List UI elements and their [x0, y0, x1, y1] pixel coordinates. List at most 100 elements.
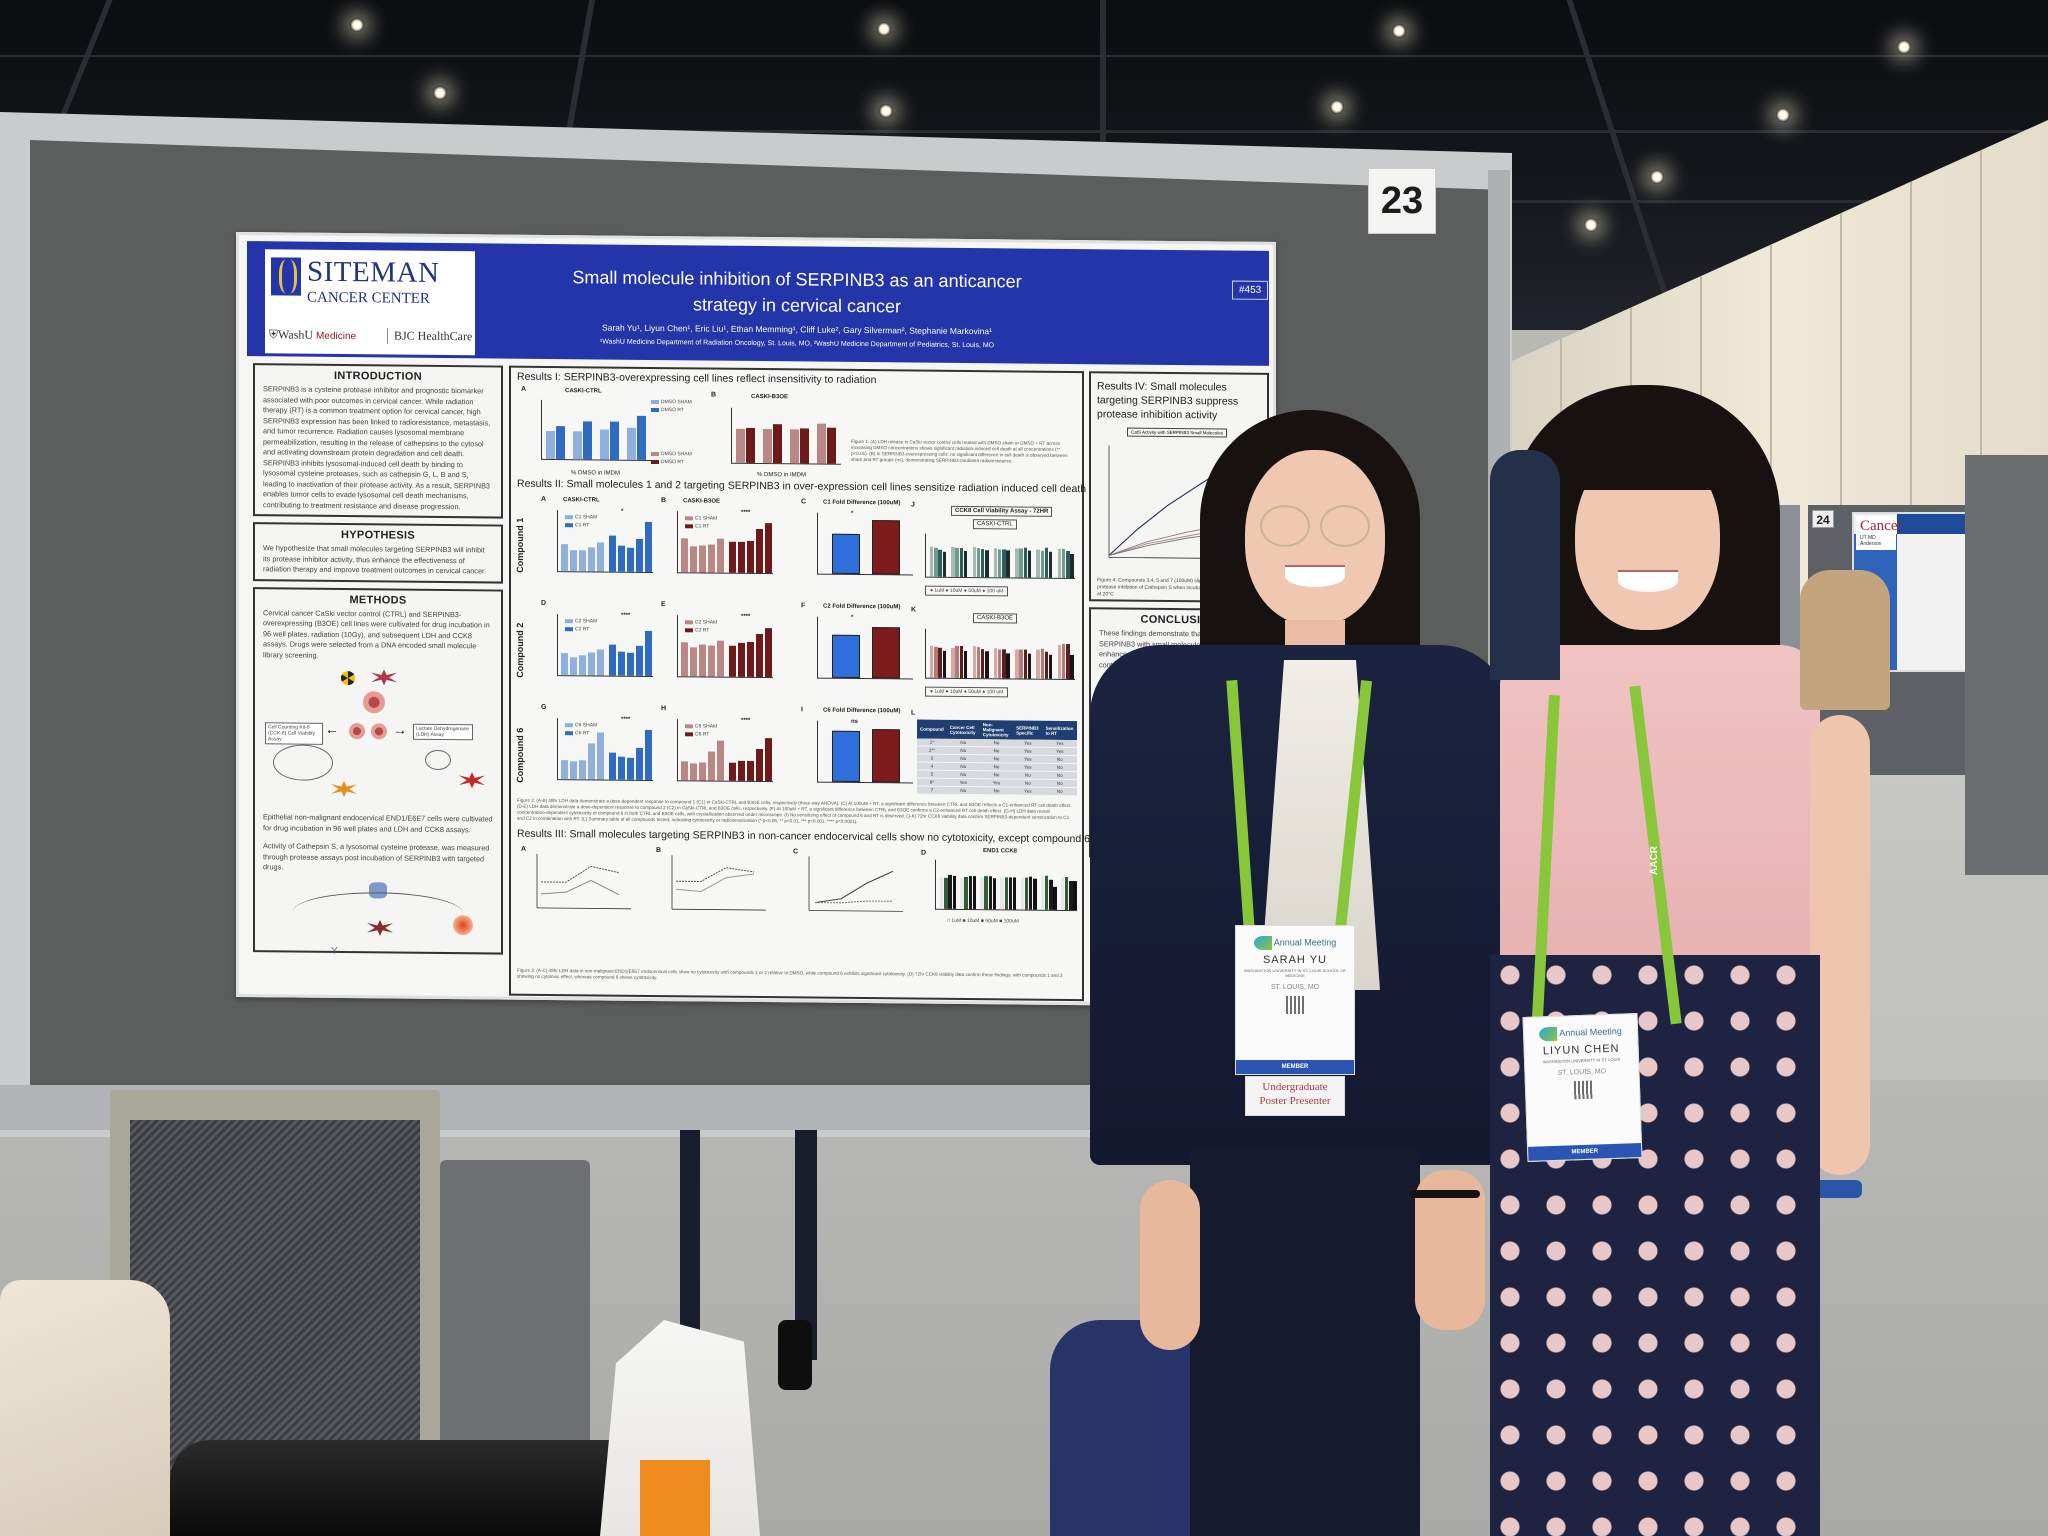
qr-code	[1573, 1080, 1592, 1100]
ceiling-beam	[0, 130, 2048, 133]
protease-assay-diagram: Y	[263, 879, 493, 961]
ceiling-light	[1392, 24, 1406, 38]
navy-trousers	[1190, 1150, 1420, 1536]
poster-results-column: Results I: SERPINB3-overexpressing cell …	[509, 365, 1090, 1002]
chart-r2k: K CASKI-B3OE ● 1uM ● 10uM ● 50uM ● 100 u…	[911, 606, 1081, 703]
name-badge: Annual Meeting SARAH YU WASHINGTON UNIVE…	[1235, 925, 1355, 1075]
ceiling-light	[1897, 40, 1911, 54]
chart-r1a-legend: DMSO SHAM DMSO RT DMSO SHAM DMSO RT	[651, 399, 711, 465]
figure2-caption: Figure 2: (A-B) 48hr LDH data demonstrat…	[517, 797, 1072, 824]
ceiling-light	[879, 104, 893, 118]
badge-name: SARAH YU	[1262, 954, 1328, 966]
line-chart-c1	[536, 853, 631, 910]
poster-title: Small molecule inhibition of SERPINB3 as…	[572, 267, 1022, 317]
antibody-icon: Y	[331, 945, 338, 957]
dna-icon	[271, 257, 301, 296]
ceiling-light	[877, 22, 891, 36]
radiation-icon	[341, 671, 355, 686]
chart-r2j: J CCK8 Cell Viability Assay - 72HR CASKI…	[911, 501, 1081, 598]
background-board-number: 24	[1812, 510, 1834, 528]
chart-r2e: E C2 SHAM C2 RT ****	[661, 601, 776, 697]
qr-code	[1286, 996, 1304, 1014]
chart-r2f: F C2 Fold Difference (100uM) *	[801, 602, 916, 698]
ceiling-light	[1650, 170, 1664, 184]
arm	[1810, 715, 1870, 1175]
lanyard-text: AACR	[1648, 846, 1660, 875]
methods-section: METHODS Cervical cancer CaSki vector con…	[253, 586, 503, 956]
hypothesis-section: HYPOTHESIS We hypothesize that small mol…	[253, 522, 503, 584]
glasses	[1260, 505, 1310, 547]
tote-bag	[600, 1320, 760, 1536]
beige-jacket	[0, 1280, 170, 1536]
washu-logo: ⛨WashU Medicine	[269, 327, 357, 343]
row-label-compound1: Compound 1	[515, 517, 525, 573]
row-label-compound6: Compound 6	[515, 727, 525, 783]
results2-heading: Results II: Small molecules 1 and 2 targ…	[517, 477, 1087, 496]
ceiling-light	[1584, 218, 1598, 232]
cell-icon	[363, 691, 385, 714]
chart-r2h: H C6 SHAM C6 RT ****	[661, 705, 776, 801]
poster-left-column: INTRODUCTION SERPINB3 is a cysteine prot…	[253, 363, 503, 960]
chart-r2g: G C6 SHAM C6 RT ****	[541, 704, 656, 800]
abstract-number: #453	[1232, 280, 1269, 300]
results3-heading: Results III: Small molecules targeting S…	[517, 827, 1090, 846]
assay-cycle	[273, 744, 333, 781]
glasses	[1320, 505, 1370, 547]
ceiling-light	[433, 86, 447, 100]
introduction-section: INTRODUCTION SERPINB3 is a cysteine prot…	[253, 363, 503, 519]
navy-backpack	[1050, 1320, 1210, 1536]
assay-cycle	[425, 749, 451, 771]
ceiling-truss	[1566, 0, 1680, 330]
chart-r3b: B	[656, 847, 776, 923]
serpinb3-protein-icon	[371, 669, 397, 685]
bjc-logo: BJC HealthCare	[387, 328, 473, 345]
bystander-shoe	[778, 1320, 812, 1390]
poster-affiliations: ¹WashU Medicine Department of Radiation …	[599, 338, 995, 350]
aacr-logo-icon	[1539, 1026, 1558, 1042]
chart-r3c: C	[793, 848, 913, 924]
cell-icon	[371, 723, 387, 740]
chart-r2d: D C2 SHAM C2 RT ****	[541, 600, 656, 696]
bangs	[1565, 415, 1730, 490]
methods-diagram: ← → Cell Counting Kit-8 (CCK-8) Cell Via…	[263, 666, 493, 808]
line-chart-c2	[671, 855, 766, 911]
summary-table-panel: L Compound Cancer Cell Cytotoxicity Non-Ma…	[911, 709, 1081, 796]
ceiling-light	[1776, 108, 1790, 122]
name-badge: Annual Meeting LIYUN CHEN WASHINGTON UNI…	[1522, 1013, 1643, 1162]
chart-r2i: I C6 Fold Difference (100uM) ns	[801, 706, 916, 802]
smile	[1618, 570, 1678, 592]
ceiling-light	[1330, 100, 1344, 114]
ceiling-beam	[0, 55, 2048, 57]
results1-heading: Results I: SERPINB3-overexpressing cell …	[517, 370, 877, 387]
smile	[1285, 565, 1345, 587]
figure3-caption: Figure 3: (A-C) 48hr LDH data in non-mal…	[517, 967, 1063, 981]
siteman-logo: SITEMAN CANCER CENTER ⛨WashU Medicine BJ…	[265, 249, 475, 356]
bracelet	[1410, 1190, 1480, 1198]
summary-table: Compound Cancer Cell Cytotoxicity Non-Mali…	[917, 719, 1077, 797]
badge-name: LIYUN CHEN	[1542, 1042, 1620, 1058]
table-row: 7 No No Yes No	[917, 786, 1077, 796]
background-poster-board	[1965, 455, 2048, 875]
poster-authors: Sarah Yu¹, Liyun Chen¹, Eric Liu¹, Ethan…	[602, 322, 992, 337]
signal-glow-icon	[453, 914, 473, 935]
chart-r2b: B CASKI-B3OE C1 SHAM C1 RT ****	[661, 497, 776, 593]
arrow-right-icon: →	[393, 721, 407, 738]
presenter-liyun-chen: AACR Annual Meeting LIYUN CHEN WASHINGTO…	[1440, 385, 1880, 1536]
arrow-left-icon: ←	[325, 720, 339, 737]
chart-r3d: D END1 CCK8 □ 1uM ■ 10uM ■ 50uM ■ 100uM	[921, 846, 1081, 933]
bystander-legs	[680, 1130, 700, 1360]
figure1-caption: Figure 1: (A) LDH release in CaSki vecto…	[851, 438, 1068, 464]
aacr-logo-icon	[1253, 936, 1272, 950]
line-chart-c6	[808, 856, 903, 912]
ceiling-light	[350, 18, 364, 32]
cell-icon	[349, 723, 365, 740]
bystander-legs	[795, 1130, 817, 1360]
chart-r1a: A CASKI-CTRL % DMSO in IMDM	[521, 386, 651, 477]
hand	[1140, 1180, 1200, 1350]
background-person	[1800, 570, 1890, 710]
presenter-ribbon: Undergraduate Poster Presenter	[1245, 1076, 1345, 1116]
background-person	[1490, 450, 1560, 680]
chart-r2a: A CASKI-CTRL C1 SHAM C1 RT *	[541, 496, 656, 592]
signal-burst-icon	[331, 781, 357, 797]
chart-r2c: C C1 Fold Difference (100uM) *	[801, 498, 916, 594]
